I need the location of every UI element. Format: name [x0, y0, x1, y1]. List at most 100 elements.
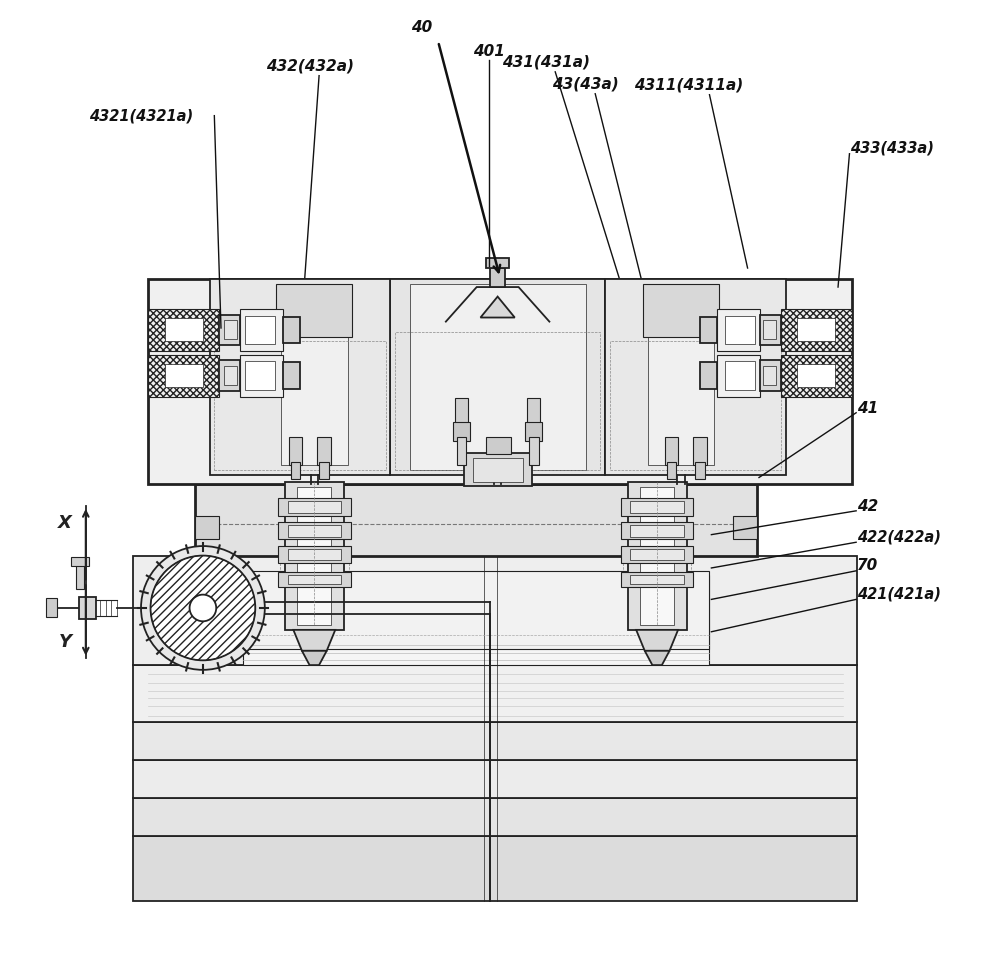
Bar	[219, 314, 240, 345]
Bar	[525, 422, 542, 441]
Bar	[453, 422, 470, 441]
Bar	[621, 522, 693, 540]
Bar	[224, 366, 237, 385]
Bar	[643, 285, 719, 336]
Bar	[224, 320, 237, 339]
Bar	[283, 362, 300, 389]
Bar	[148, 309, 219, 350]
Bar	[165, 318, 203, 341]
Bar	[281, 336, 348, 465]
Bar	[278, 499, 351, 516]
Bar	[797, 364, 835, 387]
Bar	[243, 575, 709, 665]
Text: 40: 40	[411, 20, 433, 34]
Text: 433(433a): 433(433a)	[850, 140, 934, 156]
Bar	[781, 309, 852, 350]
Bar	[76, 562, 84, 589]
Bar	[214, 341, 386, 470]
Bar	[148, 280, 852, 484]
Circle shape	[141, 546, 265, 669]
Bar	[695, 462, 705, 479]
Polygon shape	[636, 630, 678, 650]
Bar	[165, 364, 203, 387]
Text: Y: Y	[58, 633, 71, 650]
Bar	[621, 572, 693, 587]
Bar	[390, 280, 605, 475]
Bar	[665, 436, 678, 465]
Bar	[285, 482, 344, 630]
Bar	[148, 354, 219, 396]
Text: 401: 401	[473, 44, 505, 58]
Bar	[219, 360, 240, 391]
Bar	[473, 458, 523, 482]
Bar	[243, 571, 709, 648]
Bar	[278, 572, 351, 587]
Bar	[725, 361, 755, 390]
Bar	[667, 462, 676, 479]
Bar	[133, 556, 857, 665]
Bar	[717, 354, 760, 396]
Bar	[763, 320, 776, 339]
Bar	[621, 546, 693, 563]
Text: 432(432a): 432(432a)	[266, 59, 354, 74]
Bar	[133, 798, 857, 837]
Bar	[693, 436, 707, 465]
Bar	[46, 599, 57, 618]
Bar	[717, 309, 760, 350]
Text: 431(431a): 431(431a)	[502, 55, 590, 70]
Polygon shape	[645, 650, 669, 665]
Bar	[630, 525, 684, 537]
Text: 422(422a): 422(422a)	[857, 529, 941, 544]
Bar	[195, 516, 219, 540]
Bar	[640, 487, 674, 626]
Bar	[725, 315, 755, 344]
Bar	[278, 522, 351, 540]
Bar	[297, 487, 331, 626]
Bar	[288, 501, 341, 513]
Text: 41: 41	[857, 401, 878, 416]
Text: 4311(4311a): 4311(4311a)	[634, 77, 743, 93]
Text: X: X	[58, 514, 71, 532]
Bar	[395, 331, 600, 470]
Bar	[781, 354, 852, 396]
Bar	[630, 501, 684, 513]
Text: 70: 70	[857, 558, 878, 573]
Bar	[133, 665, 857, 722]
Bar	[464, 453, 532, 486]
Bar	[133, 837, 857, 902]
Bar	[700, 316, 717, 343]
Polygon shape	[480, 297, 515, 317]
Bar	[630, 549, 684, 561]
Bar	[317, 436, 331, 465]
Text: 42: 42	[857, 499, 878, 514]
Bar	[288, 525, 341, 537]
Bar	[288, 575, 341, 584]
Bar	[529, 436, 539, 465]
Bar	[289, 436, 302, 465]
Bar	[700, 362, 717, 389]
Bar	[245, 361, 275, 390]
Circle shape	[151, 556, 255, 660]
Bar	[410, 285, 586, 470]
Polygon shape	[302, 650, 327, 665]
Bar	[763, 366, 776, 385]
Bar	[486, 436, 511, 454]
Bar	[283, 316, 300, 343]
Bar	[319, 462, 329, 479]
Bar	[79, 597, 96, 620]
Bar	[133, 722, 857, 760]
Bar	[610, 341, 781, 470]
Bar	[621, 499, 693, 516]
Bar	[605, 280, 786, 475]
Bar	[240, 354, 283, 396]
Bar	[133, 760, 857, 798]
Bar	[245, 315, 275, 344]
Bar	[71, 557, 89, 566]
Text: 421(421a): 421(421a)	[857, 586, 941, 601]
Bar	[240, 309, 283, 350]
Bar	[630, 575, 684, 584]
Bar	[490, 268, 505, 287]
Bar	[276, 285, 352, 336]
Bar	[797, 318, 835, 341]
Bar	[457, 436, 466, 465]
